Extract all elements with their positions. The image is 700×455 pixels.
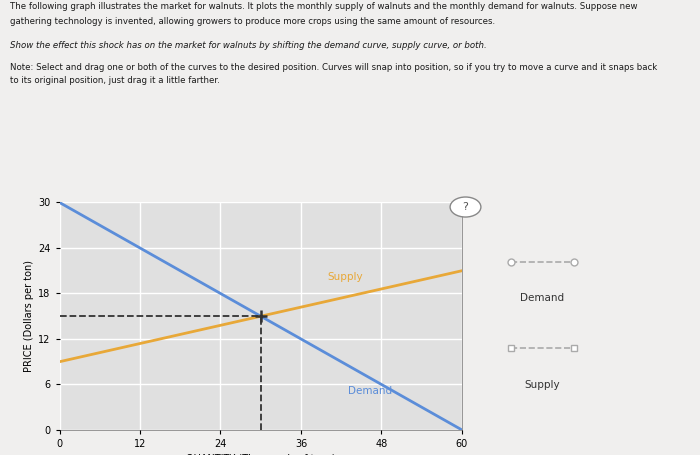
Text: Note: Select and drag one or both of the curves to the desired position. Curves : Note: Select and drag one or both of the… (10, 63, 658, 72)
Text: gathering technology is invented, allowing growers to produce more crops using t: gathering technology is invented, allowi… (10, 17, 496, 26)
Text: Supply: Supply (525, 380, 560, 390)
Text: Demand: Demand (348, 386, 392, 396)
Text: The following graph illustrates the market for walnuts. It plots the monthly sup: The following graph illustrates the mark… (10, 2, 638, 11)
Text: Demand: Demand (520, 293, 565, 303)
Text: to its original position, just drag it a little farther.: to its original position, just drag it a… (10, 76, 220, 85)
X-axis label: QUANTITY (Thousands of tons): QUANTITY (Thousands of tons) (186, 453, 335, 455)
Text: ?: ? (463, 202, 468, 212)
Text: Supply: Supply (328, 272, 363, 282)
Y-axis label: PRICE (Dollars per ton): PRICE (Dollars per ton) (24, 260, 34, 372)
Text: Show the effect this shock has on the market for walnuts by shifting the demand : Show the effect this shock has on the ma… (10, 41, 487, 50)
